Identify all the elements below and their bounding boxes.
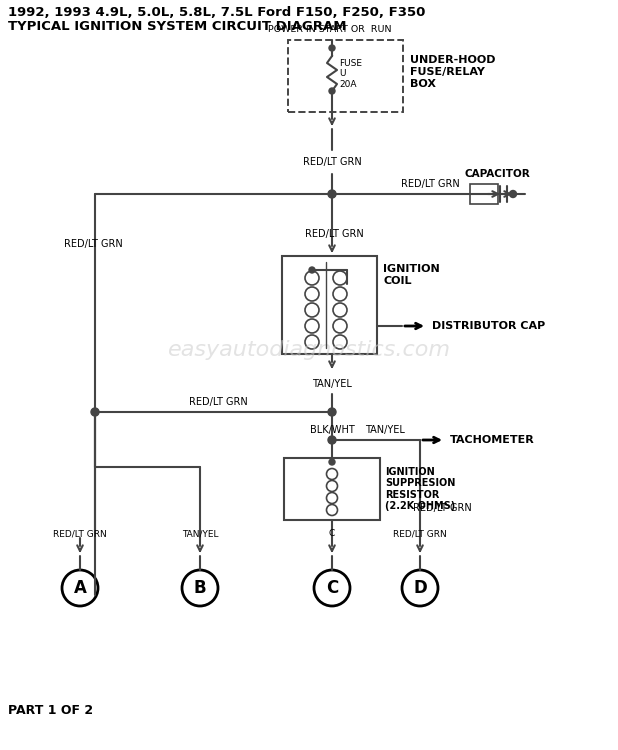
Circle shape bbox=[328, 190, 336, 198]
Circle shape bbox=[328, 408, 336, 416]
Text: IGNITION
SUPPRESION
RESISTOR
(2.2K OHMS): IGNITION SUPPRESION RESISTOR (2.2K OHMS) bbox=[385, 466, 455, 512]
Text: TYPICAL IGNITION SYSTEM CIRCUIT DIAGRAM: TYPICAL IGNITION SYSTEM CIRCUIT DIAGRAM bbox=[8, 20, 347, 34]
Text: TACHOMETER: TACHOMETER bbox=[450, 435, 535, 445]
Text: C: C bbox=[326, 579, 338, 597]
Circle shape bbox=[309, 267, 315, 273]
Circle shape bbox=[329, 45, 335, 51]
Text: TAN/YEL: TAN/YEL bbox=[312, 379, 352, 389]
Text: RED/LT GRN: RED/LT GRN bbox=[400, 179, 459, 189]
Text: PART 1 OF 2: PART 1 OF 2 bbox=[8, 704, 93, 716]
Text: RED/LT GRN: RED/LT GRN bbox=[303, 157, 362, 167]
Circle shape bbox=[329, 459, 335, 465]
Text: RED/LT GRN: RED/LT GRN bbox=[64, 239, 122, 249]
Text: TAN/YEL: TAN/YEL bbox=[182, 530, 218, 538]
Text: FUSE
U
20A: FUSE U 20A bbox=[339, 59, 362, 89]
Text: CAPACITOR: CAPACITOR bbox=[464, 169, 530, 179]
Circle shape bbox=[91, 408, 99, 416]
Bar bbox=[282, 256, 377, 354]
Text: POWER IN START OR  RUN: POWER IN START OR RUN bbox=[268, 26, 392, 34]
Text: BLK/WHT: BLK/WHT bbox=[310, 425, 354, 435]
Text: D: D bbox=[413, 579, 427, 597]
Text: A: A bbox=[74, 579, 87, 597]
Bar bbox=[288, 40, 403, 112]
Circle shape bbox=[328, 436, 336, 444]
Text: IGNITION
COIL: IGNITION COIL bbox=[383, 264, 440, 286]
Bar bbox=[470, 184, 498, 204]
Text: DISTRIBUTOR CAP: DISTRIBUTOR CAP bbox=[432, 321, 545, 331]
Text: RED/LT GRN: RED/LT GRN bbox=[53, 530, 107, 538]
Text: B: B bbox=[193, 579, 206, 597]
Circle shape bbox=[509, 190, 517, 197]
Text: RED/LT GRN: RED/LT GRN bbox=[393, 530, 447, 538]
Text: RED/LT GRN: RED/LT GRN bbox=[305, 229, 363, 239]
Text: TAN/YEL: TAN/YEL bbox=[365, 425, 405, 435]
Text: RED/LT GRN: RED/LT GRN bbox=[188, 397, 247, 407]
Text: RED/LT GRN: RED/LT GRN bbox=[413, 503, 472, 513]
Circle shape bbox=[329, 88, 335, 94]
Text: easyautodiagnostics.com: easyautodiagnostics.com bbox=[167, 340, 451, 360]
Text: C: C bbox=[329, 530, 335, 538]
Text: UNDER-HOOD
FUSE/RELAY
BOX: UNDER-HOOD FUSE/RELAY BOX bbox=[410, 56, 496, 88]
Text: 1992, 1993 4.9L, 5.0L, 5.8L, 7.5L Ford F150, F250, F350: 1992, 1993 4.9L, 5.0L, 5.8L, 7.5L Ford F… bbox=[8, 5, 425, 19]
Bar bbox=[284, 458, 380, 520]
